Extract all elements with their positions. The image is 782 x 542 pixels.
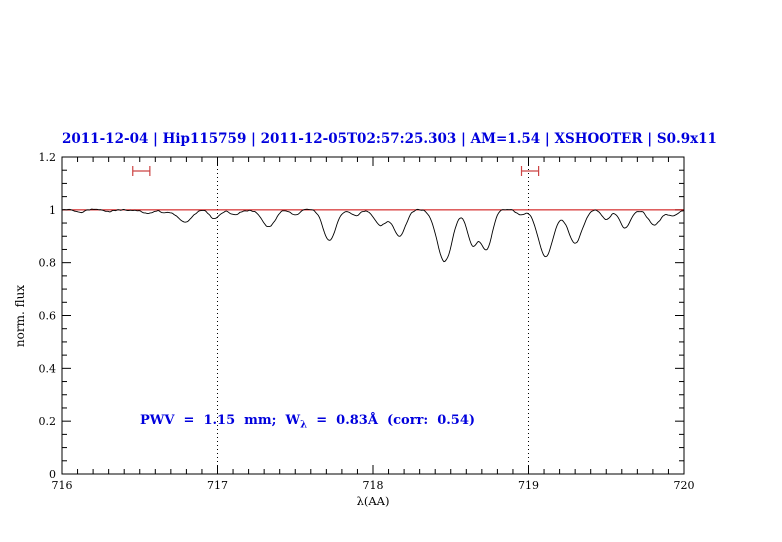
y-tick-label: 0.8	[39, 257, 57, 270]
pwv-range-marker	[520, 166, 540, 177]
x-tick-label: 719	[518, 479, 539, 492]
y-tick-label: 0.2	[39, 415, 57, 428]
y-tick-label: 1.2	[39, 151, 57, 164]
lambda-subscript: λ	[300, 419, 308, 431]
annotation-suffix: = 0.83Å (corr: 0.54)	[307, 413, 476, 428]
pwv-range-marker	[132, 166, 151, 177]
y-tick-label: 0.4	[39, 362, 57, 375]
x-tick-label: 717	[207, 479, 228, 492]
x-axis-label: λ(AA)	[356, 494, 390, 508]
y-tick-label: 0.6	[39, 310, 57, 323]
pwv-annotation: PWV = 1.15 mm; Wλ = 0.83Å (corr: 0.54)	[140, 413, 475, 431]
plot-border	[61, 156, 685, 475]
x-tick-label: 720	[674, 479, 695, 492]
plot-title: 2011-12-04 | Hip115759 | 2011-12-05T02:5…	[62, 131, 717, 147]
y-tick-label: 1	[49, 204, 56, 217]
x-tick-label: 718	[363, 479, 384, 492]
y-tick-label: 0	[49, 468, 56, 481]
annotation-prefix: PWV = 1.15 mm; W	[140, 413, 301, 428]
spectrum-line	[62, 208, 684, 263]
x-tick-label: 716	[52, 479, 73, 492]
